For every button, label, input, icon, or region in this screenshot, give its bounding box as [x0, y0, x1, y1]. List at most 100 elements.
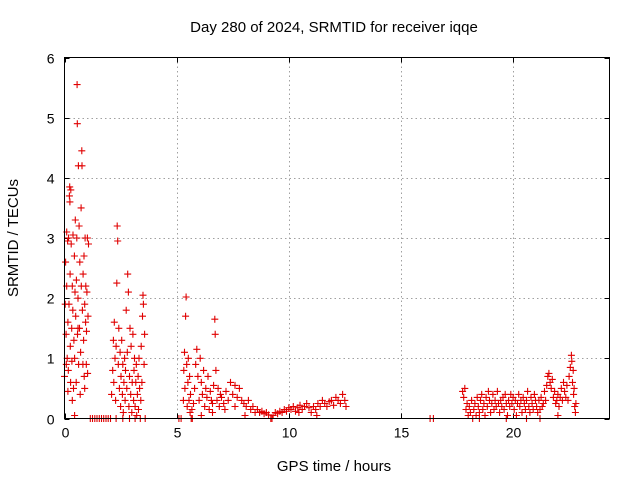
- data-point-marker: [307, 409, 315, 416]
- data-point-marker: [530, 390, 538, 398]
- data-point-marker: [466, 409, 474, 416]
- data-point-marker: [133, 390, 141, 398]
- data-point-marker: [541, 387, 548, 395]
- data-point-marker: [66, 198, 74, 206]
- data-point-marker: [548, 375, 556, 383]
- data-point-marker: [543, 381, 551, 389]
- data-point-marker: [570, 384, 578, 392]
- data-point-marker: [516, 403, 524, 410]
- data-point-marker: [78, 162, 86, 170]
- data-point-marker: [135, 406, 142, 413]
- data-point-marker: [209, 400, 216, 407]
- data-point-marker: [112, 396, 120, 404]
- data-point-marker: [572, 400, 580, 407]
- data-point-marker: [474, 403, 482, 410]
- data-point-marker: [186, 372, 194, 380]
- data-point-marker: [137, 342, 145, 350]
- data-point-marker: [488, 400, 496, 407]
- data-point-marker: [512, 412, 520, 419]
- data-point-marker: [471, 400, 479, 407]
- data-point-marker: [190, 400, 197, 407]
- data-point-marker: [125, 403, 133, 410]
- data-point-marker: [460, 393, 468, 401]
- data-point-marker: [569, 378, 576, 386]
- data-point-marker: [116, 348, 124, 356]
- data-point-marker: [73, 81, 81, 89]
- data-point-marker: [70, 252, 78, 260]
- data-point-marker: [515, 390, 523, 398]
- y-tick-label: 1: [47, 351, 55, 367]
- data-point-marker: [545, 369, 553, 377]
- data-point-marker: [341, 396, 349, 404]
- data-point-marker: [555, 403, 563, 410]
- data-point-marker: [231, 403, 239, 410]
- data-point-marker: [70, 336, 78, 344]
- data-point-marker: [312, 406, 320, 413]
- data-point-marker: [136, 384, 144, 392]
- data-point-marker: [468, 396, 476, 404]
- data-point-marker: [80, 336, 88, 344]
- data-point-marker: [504, 412, 511, 419]
- data-point-marker: [196, 354, 204, 362]
- data-point-marker: [211, 330, 219, 338]
- data-point-marker: [122, 306, 130, 314]
- data-point-marker: [478, 390, 486, 398]
- data-point-marker: [115, 384, 123, 392]
- data-point-marker: [542, 396, 550, 404]
- data-point-marker: [73, 234, 81, 242]
- data-point-marker: [529, 406, 537, 413]
- data-point-marker: [500, 406, 508, 413]
- data-point-marker: [198, 390, 206, 398]
- data-points: [61, 81, 580, 422]
- data-point-marker: [191, 384, 199, 392]
- data-point-marker: [122, 366, 129, 374]
- data-point-marker: [82, 282, 90, 290]
- data-point-marker: [549, 393, 557, 401]
- data-point-marker: [182, 312, 190, 320]
- data-point-marker: [84, 312, 92, 320]
- data-point-marker: [76, 390, 84, 398]
- data-point-marker: [221, 406, 229, 413]
- y-axis-label: SRMTID / TECUs: [5, 179, 22, 297]
- data-point-marker: [342, 403, 350, 410]
- data-point-marker: [523, 396, 530, 404]
- data-point-marker: [479, 406, 487, 413]
- data-point-marker: [563, 381, 571, 389]
- y-tick-label: 2: [47, 291, 55, 307]
- data-point-marker: [117, 403, 125, 410]
- data-point-marker: [496, 409, 504, 416]
- data-point-marker: [74, 330, 81, 338]
- data-point-marker: [194, 372, 202, 380]
- data-point-marker: [489, 390, 497, 398]
- data-point-marker: [487, 409, 495, 416]
- data-point-marker: [82, 318, 90, 326]
- data-point-marker: [139, 300, 147, 308]
- data-point-marker: [327, 396, 335, 404]
- y-tick-label: 3: [47, 231, 55, 247]
- data-point-marker: [295, 409, 303, 416]
- data-point-marker: [313, 412, 321, 419]
- data-point-marker: [113, 222, 121, 230]
- data-point-marker: [206, 387, 214, 395]
- data-point-marker: [72, 378, 80, 386]
- data-point-marker: [482, 393, 490, 401]
- data-point-marker: [115, 324, 123, 332]
- data-point-marker: [283, 407, 290, 415]
- data-point-marker: [138, 378, 146, 386]
- data-point-marker: [473, 393, 481, 401]
- data-point-marker: [215, 403, 223, 410]
- data-point-marker: [68, 324, 76, 332]
- data-point-marker: [231, 381, 239, 389]
- data-point-marker: [118, 390, 126, 398]
- data-point-marker: [195, 396, 203, 404]
- data-point-marker: [472, 412, 480, 419]
- data-point-marker: [566, 363, 574, 371]
- data-point-marker: [182, 293, 190, 301]
- data-point-marker: [68, 396, 76, 404]
- data-point-marker: [303, 400, 311, 407]
- data-point-marker: [222, 387, 230, 395]
- data-point-marker: [292, 407, 299, 415]
- data-point-marker: [265, 411, 273, 419]
- data-point-marker: [119, 360, 127, 368]
- data-point-marker: [560, 378, 567, 386]
